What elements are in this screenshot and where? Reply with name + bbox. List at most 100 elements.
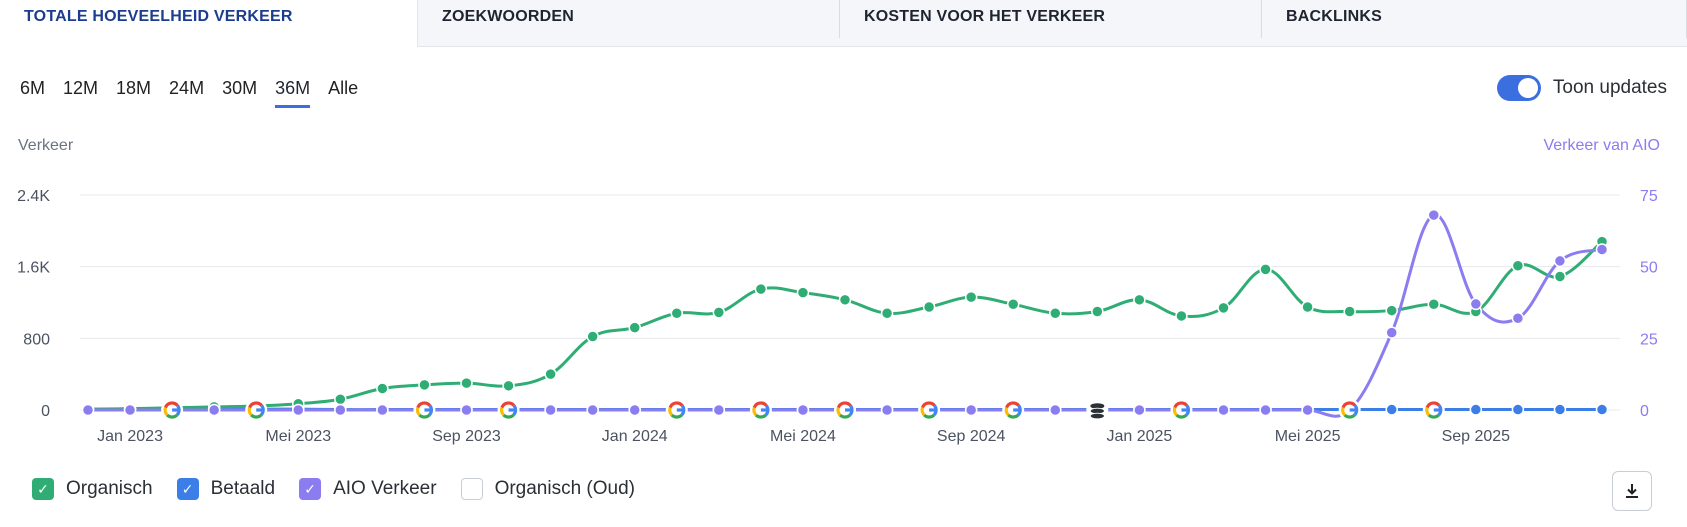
data-point-organisch[interactable] — [1049, 307, 1062, 320]
data-point-organisch[interactable] — [712, 306, 726, 319]
data-point-aio-verkeer[interactable] — [123, 403, 137, 417]
data-point-aio-verkeer[interactable] — [544, 403, 557, 417]
data-point-aio-verkeer[interactable] — [1469, 297, 1483, 311]
data-point-aio-verkeer[interactable] — [1511, 312, 1525, 325]
data-point-organisch[interactable] — [1006, 298, 1020, 311]
show-updates-toggle[interactable] — [1496, 75, 1541, 101]
data-point-organisch[interactable] — [922, 300, 936, 314]
data-point-aio-verkeer[interactable] — [1049, 403, 1062, 417]
data-point-aio-verkeer[interactable] — [334, 403, 347, 417]
data-point-organisch[interactable] — [670, 307, 684, 320]
google-icon[interactable] — [665, 399, 688, 421]
google-arc — [247, 407, 253, 417]
google-bar — [424, 408, 432, 412]
data-point-organisch[interactable] — [544, 367, 557, 381]
data-point-organisch[interactable] — [502, 379, 515, 393]
data-point-organisch[interactable] — [1511, 259, 1525, 273]
data-point-aio-verkeer[interactable] — [1595, 243, 1609, 256]
google-arc — [920, 407, 926, 417]
download-button[interactable] — [1612, 471, 1652, 511]
tab-kosten-voor-het-verkeer[interactable]: KOSTEN VOOR HET VERKEER — [840, 0, 1262, 46]
data-point-organisch[interactable] — [1553, 270, 1567, 283]
data-point-aio-verkeer[interactable] — [628, 403, 641, 417]
legend-checkbox[interactable]: ✓ — [32, 478, 54, 500]
data-point-organisch[interactable] — [1301, 300, 1314, 314]
tab-zoekwoorden[interactable]: ZOEKWOORDEN — [418, 0, 840, 46]
data-point-betaald[interactable] — [1511, 403, 1525, 416]
database-icon[interactable] — [1086, 399, 1109, 421]
y-axis-label: Verkeer — [18, 137, 74, 154]
period-24m[interactable]: 24M — [169, 78, 205, 98]
data-point-aio-verkeer[interactable] — [292, 403, 305, 417]
data-point-organisch[interactable] — [1343, 305, 1356, 318]
data-point-organisch[interactable] — [1385, 304, 1398, 317]
data-point-aio-verkeer[interactable] — [376, 403, 389, 417]
legend-item-betaald[interactable]: ✓ Betaald — [176, 478, 275, 500]
data-point-aio-verkeer[interactable] — [1133, 403, 1146, 417]
data-point-aio-verkeer[interactable] — [207, 403, 221, 417]
data-point-aio-verkeer[interactable] — [1217, 403, 1230, 417]
data-point-aio-verkeer[interactable] — [712, 403, 726, 417]
data-point-aio-verkeer[interactable] — [1427, 208, 1441, 222]
data-point-organisch[interactable] — [796, 286, 810, 299]
period-12m[interactable]: 12M — [63, 78, 99, 98]
google-arc — [752, 401, 768, 409]
data-point-organisch[interactable] — [1175, 309, 1188, 323]
period-30m[interactable]: 30M — [222, 78, 258, 98]
google-arc — [415, 407, 421, 417]
data-point-betaald[interactable] — [1469, 403, 1483, 416]
data-point-aio-verkeer[interactable] — [460, 403, 473, 417]
data-point-aio-verkeer[interactable] — [1259, 403, 1272, 417]
google-icon[interactable] — [834, 399, 856, 421]
data-point-organisch[interactable] — [880, 307, 894, 320]
legend-item-aio-verkeer[interactable]: ✓ AIO Verkeer — [299, 478, 437, 500]
google-icon[interactable] — [749, 399, 772, 421]
legend-checkbox[interactable] — [460, 478, 483, 500]
google-icon[interactable] — [918, 399, 941, 421]
legend-checkbox[interactable]: ✓ — [299, 478, 322, 500]
data-point-aio-verkeer[interactable] — [796, 403, 810, 417]
data-point-aio-verkeer[interactable] — [1553, 254, 1567, 268]
data-point-organisch[interactable] — [628, 321, 641, 334]
data-point-aio-verkeer[interactable] — [1301, 403, 1314, 417]
period-18m[interactable]: 18M — [116, 78, 152, 98]
google-icon[interactable] — [245, 399, 268, 421]
data-point-betaald[interactable] — [1553, 403, 1567, 416]
data-point-organisch[interactable] — [1427, 298, 1441, 311]
legend-item-organisch[interactable]: ✓ Organisch — [32, 478, 153, 500]
data-point-aio-verkeer[interactable] — [81, 403, 95, 417]
legend-checkbox[interactable]: ✓ — [176, 478, 199, 500]
google-bar — [172, 408, 180, 412]
google-icon[interactable] — [1422, 399, 1445, 421]
data-point-organisch[interactable] — [1133, 293, 1146, 307]
period-6m[interactable]: 6M — [20, 78, 46, 98]
google-icon[interactable] — [1338, 399, 1361, 421]
data-point-betaald[interactable] — [1595, 403, 1609, 416]
google-icon[interactable] — [1170, 399, 1193, 421]
tab-totale-hoeveelheid-verkeer[interactable]: TOTALE HOEVEELHEID VERKEER — [0, 0, 418, 47]
data-point-organisch[interactable] — [754, 282, 768, 296]
data-point-organisch[interactable] — [418, 378, 431, 392]
data-point-organisch[interactable] — [838, 293, 852, 307]
data-point-organisch[interactable] — [376, 382, 389, 395]
legend-item-organisch-oud-[interactable]: Organisch (Oud) — [460, 478, 635, 500]
google-icon[interactable] — [497, 399, 520, 421]
period-36m[interactable]: 36M — [275, 78, 311, 108]
data-point-betaald[interactable] — [1385, 403, 1398, 416]
google-icon[interactable] — [1002, 399, 1025, 421]
google-icon[interactable] — [161, 399, 184, 421]
period-alle[interactable]: Alle — [328, 78, 359, 98]
data-point-aio-verkeer[interactable] — [1385, 326, 1398, 339]
google-icon[interactable] — [413, 399, 436, 421]
data-point-organisch[interactable] — [1091, 305, 1104, 318]
data-point-aio-verkeer[interactable] — [964, 403, 978, 417]
data-point-organisch[interactable] — [1217, 301, 1230, 315]
data-point-aio-verkeer[interactable] — [880, 403, 894, 417]
data-point-organisch[interactable] — [586, 330, 599, 343]
data-point-organisch[interactable] — [460, 376, 473, 390]
data-point-organisch[interactable] — [1259, 263, 1272, 276]
y2-axis-label: Verkeer van AIO — [1543, 137, 1660, 154]
data-point-aio-verkeer[interactable] — [586, 403, 599, 417]
data-point-organisch[interactable] — [964, 290, 978, 304]
data-point-organisch[interactable] — [334, 393, 347, 406]
